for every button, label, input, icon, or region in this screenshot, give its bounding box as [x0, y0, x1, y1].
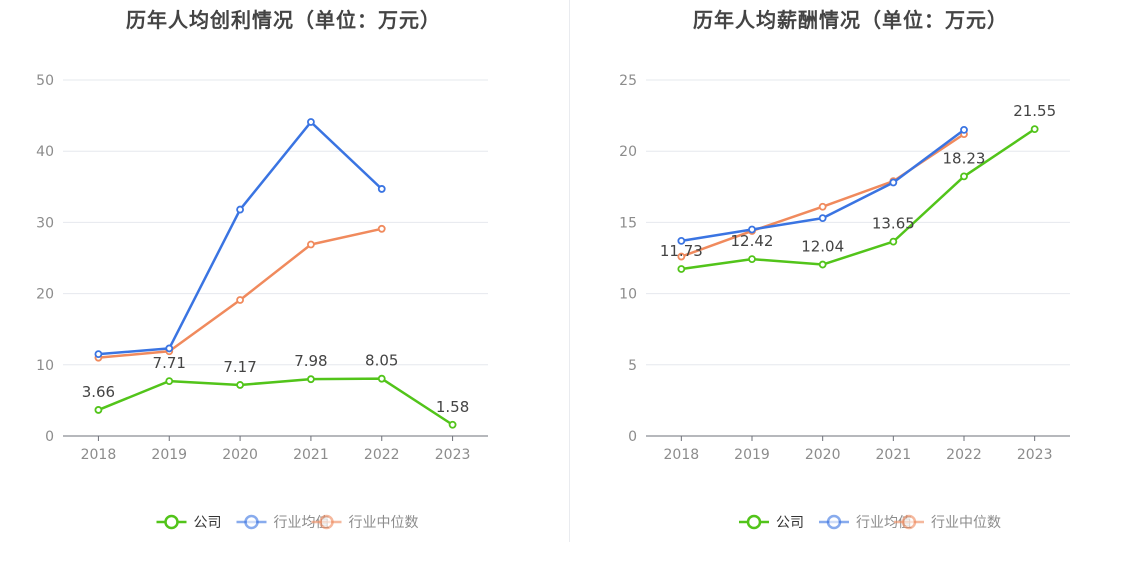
- salary-company-point: [1030, 125, 1039, 134]
- profit-industry-median-point: [236, 296, 244, 304]
- salary-y-tick-label: 20: [619, 144, 637, 160]
- salary-y-tick-label: 25: [619, 73, 637, 89]
- profit-x-tick-label: 2022: [364, 447, 400, 463]
- salary-legend-label: 公司: [776, 515, 804, 531]
- profit-x-tick-label: 2018: [81, 447, 117, 463]
- salary-legend-swatch-marker: [826, 514, 842, 530]
- profit-company-point: [307, 375, 315, 384]
- salary-company-data-label: 18.23: [943, 149, 986, 167]
- profit-company-data-label: 3.66: [82, 383, 115, 401]
- salary-chart-title: 历年人均薪酬情况（单位：万元）: [693, 8, 1008, 32]
- profit-industry-avg-point: [165, 344, 174, 353]
- salary-legend-label: 行业均值: [856, 515, 912, 531]
- salary-company-point: [889, 237, 898, 246]
- salary-company-data-label: 12.42: [731, 232, 774, 250]
- profit-company-point: [236, 381, 244, 389]
- profit-company-point: [165, 377, 174, 386]
- profit-industry-median-point: [377, 224, 386, 233]
- profit-industry-avg-point: [377, 185, 386, 193]
- profit-industry-avg-point: [307, 118, 315, 126]
- salary-x-tick-label: 2022: [946, 447, 982, 463]
- salary-industry-avg-point: [748, 225, 756, 234]
- salary-company-point: [960, 172, 968, 181]
- salary-legend-swatch-marker: [901, 514, 917, 530]
- salary-x-tick-label: 2020: [805, 447, 841, 463]
- profit-legend-label: 行业均值: [274, 515, 330, 531]
- profit-legend-label: 行业中位数: [349, 515, 419, 531]
- profit-x-tick-label: 2021: [293, 447, 329, 463]
- salary-company-point: [748, 255, 756, 264]
- profit-legend-swatch-marker: [319, 514, 334, 530]
- profit-y-tick-label: 20: [36, 287, 54, 303]
- salary-industry-avg-point: [818, 214, 827, 223]
- salary-industry-avg-line: [681, 128, 965, 243]
- salary-x-tick-label: 2019: [734, 447, 770, 463]
- profit-legend-swatch-marker: [164, 514, 179, 530]
- profit-company-data-label: 7.17: [223, 358, 256, 376]
- salary-legend-swatch-marker: [746, 514, 762, 530]
- profit-y-tick-label: 40: [36, 144, 54, 160]
- profit-legend-swatch-marker: [244, 514, 259, 530]
- profit-legend-label: 公司: [194, 515, 222, 531]
- profit-company-data-label: 7.98: [294, 352, 327, 370]
- profit-y-tick-label: 30: [36, 215, 54, 231]
- profit-chart-title: 历年人均创利情况（单位：万元）: [126, 8, 441, 32]
- salary-y-tick-label: 10: [619, 287, 637, 303]
- profit-x-tick-label: 2023: [435, 447, 471, 463]
- salary-x-tick-label: 2018: [664, 447, 700, 463]
- salary-industry-median-point: [818, 202, 827, 211]
- salary-industry-median-point: [677, 252, 686, 261]
- salary-company-data-label: 11.73: [660, 242, 703, 260]
- salary-industry-avg-point: [677, 237, 686, 245]
- salary-company-data-label: 13.65: [872, 215, 915, 233]
- profit-company-point: [448, 420, 457, 429]
- salary-chart-panel: 历年人均薪酬情况（单位：万元） 0 5 10 15 20 25 2018 2019 2020 20…: [567, 0, 1134, 582]
- salary-y-tick-label: 0: [628, 429, 637, 445]
- salary-industry-avg-point: [889, 178, 898, 187]
- salary-company-data-label: 21.55: [1013, 102, 1056, 120]
- salary-company-line: [681, 128, 1036, 271]
- panel-divider: [569, 0, 570, 542]
- salary-y-tick-label: 5: [628, 358, 637, 374]
- profit-y-tick-label: 0: [45, 429, 54, 445]
- salary-company-data-label: 12.04: [801, 238, 844, 256]
- profit-y-tick-label: 50: [36, 73, 54, 89]
- salary-legend-label: 行业中位数: [931, 515, 1001, 531]
- salary-industry-avg-point: [960, 125, 968, 134]
- salary-company-point: [677, 265, 686, 273]
- profit-chart-panel: 历年人均创利情况（单位：万元） 0 10 20 30 40 50 2018 2019 2020 2…: [36, 8, 488, 531]
- profit-industry-avg-point: [236, 205, 244, 214]
- profit-company-point: [377, 374, 386, 383]
- profit-industry-avg-point: [94, 350, 103, 359]
- profit-industry-median-point: [307, 240, 315, 249]
- profit-company-data-label: 7.71: [153, 354, 186, 372]
- profit-company-data-label: 1.58: [436, 398, 469, 416]
- salary-chart-svg: 0 5 10 15 20 25 2018 2019 2020 2021 2022 2023 11.73 1…: [619, 73, 1070, 531]
- profit-y-tick-label: 10: [36, 358, 54, 374]
- salary-x-tick-label: 2023: [1017, 447, 1053, 463]
- salary-y-tick-label: 15: [619, 215, 637, 231]
- salary-company-point: [818, 260, 827, 269]
- salary-x-tick-label: 2021: [876, 447, 912, 463]
- profit-company-data-label: 8.05: [365, 352, 398, 370]
- profit-company-point: [94, 406, 103, 414]
- profit-x-tick-label: 2020: [222, 447, 258, 463]
- profit-company-line: [97, 377, 454, 426]
- profit-chart-svg: 0 10 20 30 40 50 2018 2019 2020 2021 2022 2023 3.66 7…: [36, 73, 488, 531]
- profit-x-tick-label: 2019: [151, 447, 187, 463]
